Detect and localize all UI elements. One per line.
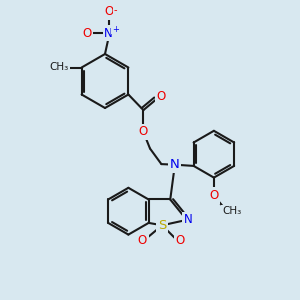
Text: N: N — [184, 213, 193, 226]
Text: +: + — [112, 25, 119, 34]
Text: -: - — [113, 4, 117, 15]
Text: O: O — [104, 5, 113, 18]
Text: N: N — [170, 158, 180, 171]
Text: O: O — [138, 234, 147, 247]
Text: O: O — [82, 26, 91, 40]
Text: O: O — [157, 89, 166, 103]
Text: O: O — [209, 189, 218, 202]
Text: O: O — [139, 125, 148, 139]
Text: CH₃: CH₃ — [222, 206, 242, 216]
Text: CH₃: CH₃ — [50, 62, 69, 73]
Text: O: O — [176, 234, 185, 248]
Text: N: N — [104, 26, 113, 40]
Text: S: S — [158, 219, 166, 232]
